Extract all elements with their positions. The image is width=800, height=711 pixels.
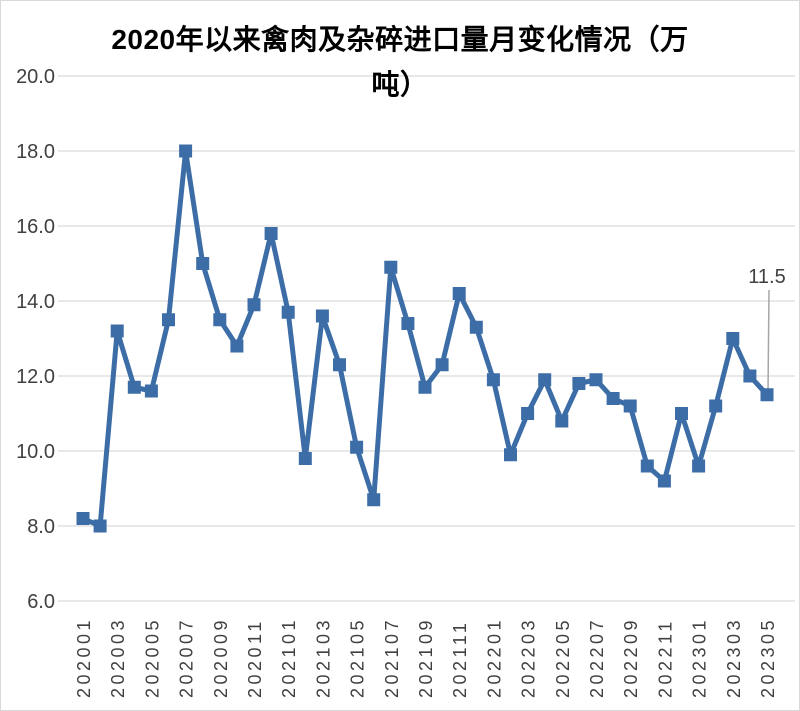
data-point-marker xyxy=(110,324,124,338)
data-point-marker xyxy=(486,373,500,387)
x-axis-tick-label: 202203 xyxy=(519,617,539,698)
x-axis-tick-label: 202207 xyxy=(587,617,607,698)
x-axis-tick-label: 202107 xyxy=(382,617,402,698)
x-axis-tick-label: 202103 xyxy=(313,617,333,698)
x-axis-tick-label: 202205 xyxy=(553,617,573,698)
x-axis-tick-label: 202105 xyxy=(348,617,368,698)
data-point-marker xyxy=(640,459,654,473)
x-axis-tick-label: 202109 xyxy=(416,617,436,698)
data-point-marker xyxy=(247,298,261,312)
data-point-marker xyxy=(675,407,688,420)
data-point-marker xyxy=(760,388,774,402)
data-point-marker xyxy=(179,144,193,158)
y-axis-tick-label: 12.0 xyxy=(16,366,55,388)
data-point-marker xyxy=(127,380,141,394)
annotation-leader-line xyxy=(767,289,770,393)
series-line xyxy=(80,148,770,529)
data-point-marker xyxy=(76,512,90,525)
x-axis-tick-label: 202009 xyxy=(211,617,231,698)
x-axis-tick-label: 202301 xyxy=(690,617,710,698)
data-point-marker xyxy=(504,448,517,462)
data-point-marker xyxy=(709,399,723,413)
data-point-marker xyxy=(333,358,346,372)
y-axis-tick-label: 10.0 xyxy=(16,441,55,463)
data-point-marker xyxy=(315,309,329,323)
data-point-marker xyxy=(657,474,671,488)
data-point-marker xyxy=(162,313,175,327)
data-point-marker xyxy=(555,414,569,428)
data-point-marker xyxy=(589,373,603,387)
x-axis-tick-label: 202003 xyxy=(108,617,128,698)
data-point-marker xyxy=(196,257,210,270)
data-point-marker xyxy=(350,440,364,454)
x-axis-tick-label: 202011 xyxy=(245,618,265,698)
y-axis-tick-label: 20.0 xyxy=(16,66,55,88)
x-axis-tick-label: 202005 xyxy=(142,617,162,698)
y-axis-tick-label: 14.0 xyxy=(16,291,55,313)
data-point-marker xyxy=(435,358,449,372)
data-point-marker xyxy=(298,452,312,465)
x-axis-tick-label: 202111 xyxy=(450,620,470,698)
data-point-marker xyxy=(418,380,432,394)
x-axis-tick-label: 202201 xyxy=(484,617,504,698)
y-axis-tick-label: 16.0 xyxy=(16,216,55,238)
x-axis-tick-label: 202101 xyxy=(279,617,299,698)
data-point-marker xyxy=(452,287,466,300)
x-axis-tick-label: 202209 xyxy=(621,617,641,698)
y-axis-tick-label: 18.0 xyxy=(16,141,55,163)
data-point-marker xyxy=(572,377,586,390)
data-point-marker xyxy=(93,519,107,533)
data-point-marker xyxy=(213,313,227,327)
data-point-marker xyxy=(469,320,483,334)
data-point-marker xyxy=(538,373,552,387)
data-point-marker xyxy=(401,317,415,330)
data-point-marker xyxy=(264,227,278,240)
data-point-marker xyxy=(623,399,637,413)
y-axis-tick-label: 8.0 xyxy=(27,516,55,538)
data-point-marker xyxy=(384,260,398,274)
x-axis-tick-label: 202007 xyxy=(177,617,197,698)
data-point-marker xyxy=(144,384,158,398)
data-point-marker xyxy=(230,339,244,353)
data-point-marker xyxy=(521,407,535,420)
data-point-marker xyxy=(367,493,381,507)
x-axis-tick-label: 202305 xyxy=(758,617,778,698)
data-label-last-point: 11.5 xyxy=(748,266,785,288)
x-axis-tick-label: 202001 xyxy=(74,617,94,698)
y-axis-tick-label: 6.0 xyxy=(27,591,55,613)
data-point-marker xyxy=(743,369,757,383)
x-axis-tick-label: 202211 xyxy=(655,618,675,698)
data-point-marker xyxy=(726,332,740,345)
data-point-marker xyxy=(692,459,706,473)
data-point-marker xyxy=(606,392,620,405)
data-point-marker xyxy=(281,305,295,319)
x-axis-tick-label: 202303 xyxy=(724,617,744,698)
